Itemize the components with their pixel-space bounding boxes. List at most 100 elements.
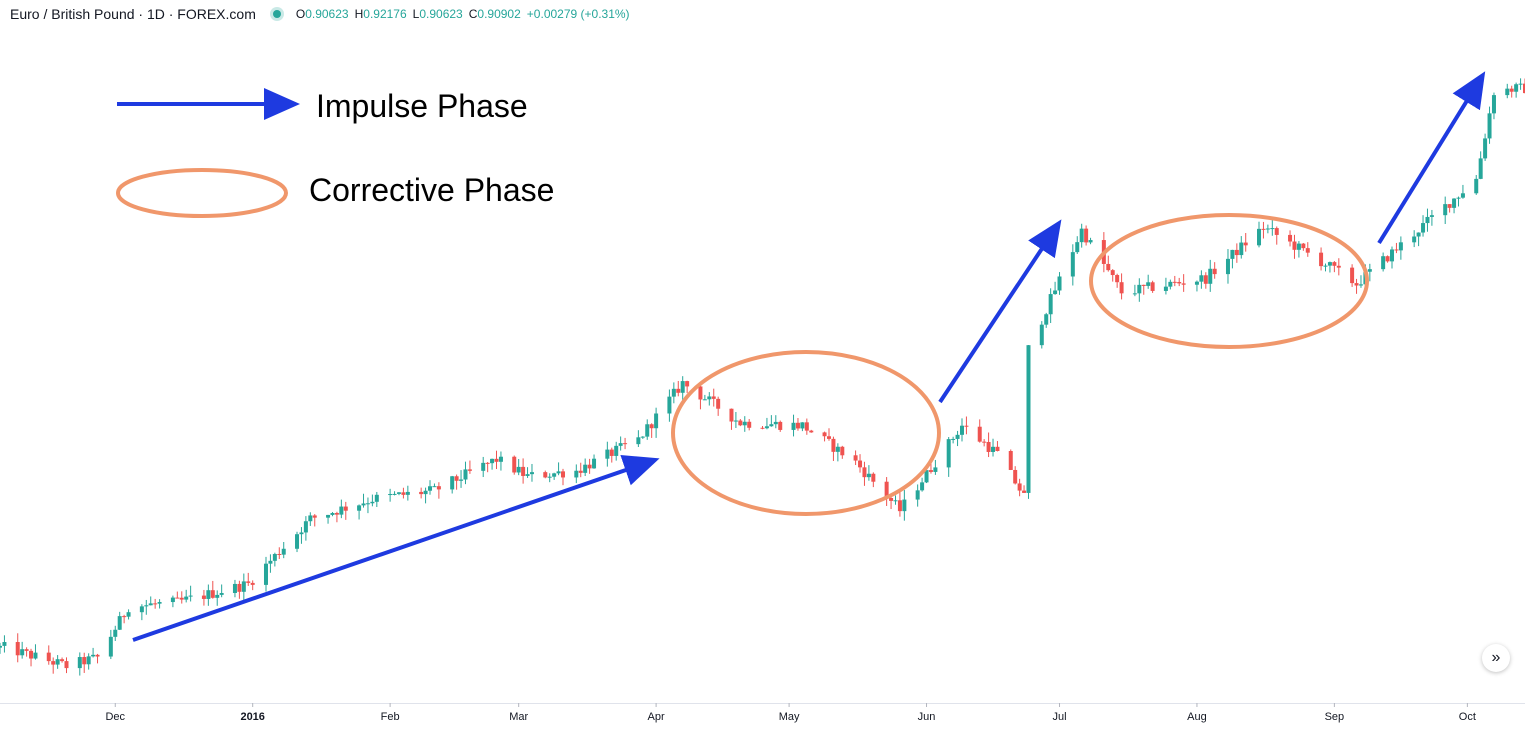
candle	[1203, 272, 1208, 289]
candle-body	[1523, 83, 1525, 94]
candle	[809, 429, 814, 433]
ohlc-high: H0.92176	[354, 7, 407, 21]
candle-body	[122, 616, 127, 618]
candle-body	[370, 501, 375, 504]
candle-body	[835, 446, 840, 452]
candle	[645, 419, 650, 440]
candle-body	[20, 649, 25, 656]
candle	[667, 389, 672, 422]
candle	[86, 653, 91, 670]
symbol-title[interactable]: Euro / British Pound · 1D · FOREX.com	[10, 6, 256, 22]
candle	[1296, 241, 1301, 258]
candle-body	[1265, 228, 1270, 230]
candle	[1017, 478, 1022, 497]
candle	[649, 423, 654, 438]
candle-body	[29, 650, 34, 659]
candle-body	[866, 473, 871, 478]
candle	[454, 474, 459, 490]
candle-body	[1398, 242, 1403, 251]
candle-body	[1350, 267, 1355, 284]
candle-body	[86, 656, 91, 665]
candle-body	[401, 492, 406, 495]
candle-body	[920, 482, 925, 491]
candle	[428, 480, 433, 495]
candle	[991, 438, 996, 457]
candle-body	[1137, 284, 1142, 294]
candle-body	[1452, 198, 1457, 208]
candle	[729, 408, 734, 430]
candle-body	[184, 596, 189, 600]
candle	[995, 441, 1000, 452]
candle	[15, 633, 20, 663]
candle	[1381, 252, 1386, 272]
candle-body	[1460, 193, 1465, 198]
candle	[432, 483, 437, 488]
candle-body	[1354, 283, 1359, 286]
candle	[277, 547, 282, 560]
candle-body	[1425, 216, 1430, 224]
candle	[246, 572, 251, 586]
candle-body	[1385, 256, 1390, 262]
candle-body	[831, 438, 836, 452]
candle	[1491, 92, 1496, 120]
candle-body	[108, 636, 113, 657]
candle	[51, 657, 56, 674]
candle	[1367, 263, 1372, 282]
candle	[1079, 223, 1084, 248]
candle	[1483, 133, 1488, 161]
candle-body	[1022, 490, 1027, 493]
candle-body	[685, 381, 690, 387]
candle-body	[117, 616, 122, 630]
candle-body	[46, 652, 51, 662]
candle	[250, 580, 255, 591]
candle	[188, 585, 193, 602]
candle-body	[649, 424, 654, 429]
candle	[592, 454, 597, 469]
candle	[902, 490, 907, 521]
candle	[1225, 249, 1230, 284]
candle	[370, 494, 375, 507]
candle-body	[1288, 234, 1293, 242]
candle	[1026, 344, 1031, 499]
candle-body	[436, 486, 441, 490]
candle	[467, 460, 472, 474]
candle-body	[1181, 283, 1186, 285]
candle-body	[1132, 293, 1137, 295]
impulse-arrow-1	[132, 455, 660, 642]
candle	[1505, 83, 1510, 99]
candle-body	[1358, 284, 1363, 286]
candle-body	[871, 473, 876, 482]
candle	[556, 462, 561, 476]
candle	[897, 492, 902, 517]
scroll-to-realtime-button[interactable]: »	[1482, 644, 1510, 672]
candle-body	[924, 470, 929, 483]
candle	[392, 491, 397, 496]
candle-body	[543, 472, 548, 478]
candle-body	[1487, 113, 1492, 139]
candle	[1412, 230, 1417, 248]
candle	[401, 487, 406, 499]
candle-body	[667, 396, 672, 414]
symbol-legend[interactable]: Euro / British Pound · 1D · FOREX.com O0…	[10, 4, 630, 24]
candle-body	[995, 446, 1000, 452]
candle-body	[206, 590, 211, 599]
candle	[574, 464, 579, 484]
candle-body	[1084, 228, 1089, 243]
impulse-arrow-3	[1377, 71, 1486, 245]
candle-body	[330, 513, 335, 515]
candle-body	[529, 472, 534, 475]
candle	[1429, 209, 1434, 226]
candle-body	[747, 421, 752, 428]
candle	[614, 441, 619, 461]
candle-body	[1163, 286, 1168, 291]
candle-body	[561, 471, 566, 478]
candle	[738, 419, 743, 427]
candle	[334, 511, 339, 523]
candle-body	[334, 513, 339, 515]
candle-body	[840, 446, 845, 456]
candle	[1518, 78, 1523, 90]
candle	[179, 591, 184, 604]
candle-body	[778, 421, 783, 430]
double-chevron-right-icon: »	[1491, 649, 1501, 666]
